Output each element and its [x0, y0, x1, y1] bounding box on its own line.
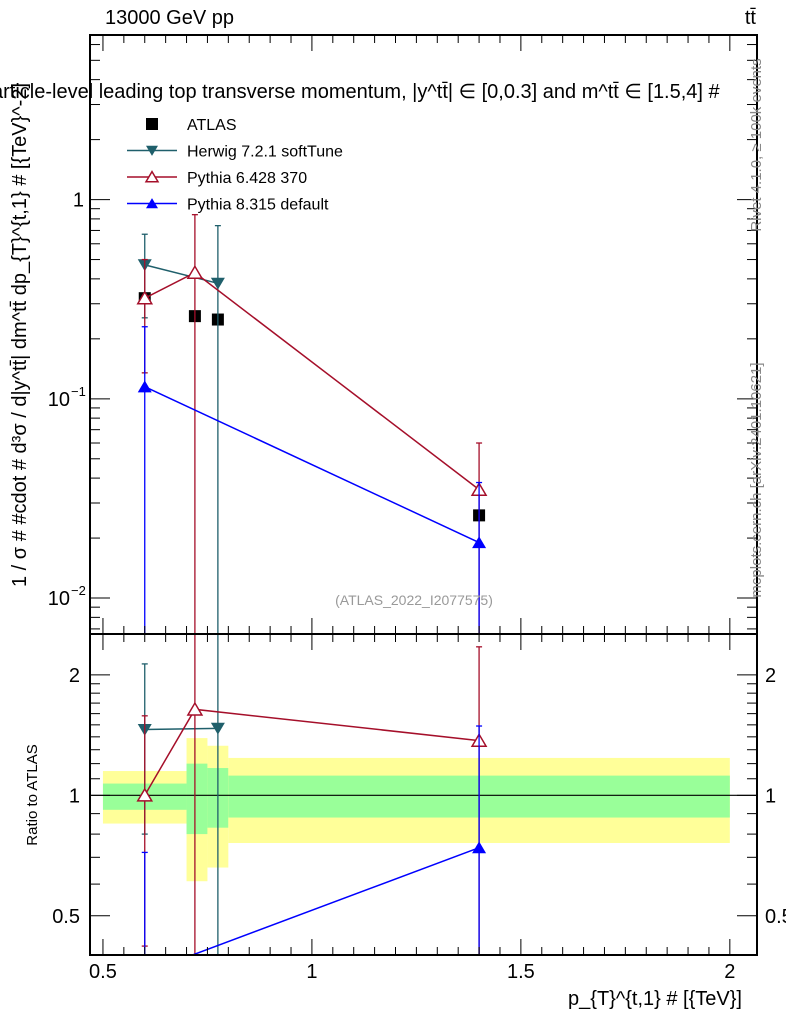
legend-label-atlas: ATLAS — [187, 117, 237, 134]
ratio-line-herwig — [144, 727, 218, 731]
legend-marker-pythia8 — [146, 198, 158, 209]
ratio-point-pythia6 — [186, 701, 204, 716]
ratio-point-herwig — [210, 722, 225, 735]
mcplots-label: mcplots.cern.ch [arXiv:2401.10621] — [748, 362, 765, 597]
x-axis-label: p_{T}^{t,1} # [{TeV}] — [568, 988, 742, 1010]
x-tick-label: 1 — [306, 961, 317, 983]
ratio-y-tick-label-right: 1 — [765, 785, 776, 807]
ratio-y-tick-label: 1 — [69, 785, 80, 807]
y-tick-exponent: −1 — [71, 384, 86, 399]
ratio-point-pythia8 — [472, 841, 487, 854]
y-tick-label: 1 — [73, 190, 84, 212]
x-tick-label: 0.5 — [89, 961, 117, 983]
x-tick-label: 2 — [724, 961, 735, 983]
uncertainty-band-green — [186, 763, 208, 835]
ratio-y-tick-label: 2 — [69, 665, 80, 687]
legend-label-herwig: Herwig 7.2.1 softTune — [187, 144, 343, 161]
ratio-y-tick-label-right: 2 — [765, 665, 776, 687]
process-label: tt̄ — [745, 7, 757, 29]
legend: ATLAS Herwig 7.2.1 softTune Pythia 6.428 3… — [127, 117, 343, 214]
main-point-herwig — [210, 277, 225, 290]
y-tick-label: 10 — [48, 588, 70, 610]
ratio-line-pythia8 — [190, 846, 480, 955]
plot-title: article-level leading top transverse mom… — [0, 81, 721, 103]
ratio-frame — [89, 633, 758, 956]
main-point-pythia8 — [137, 380, 152, 393]
ratio-y-tick-label: 0.5 — [52, 906, 80, 928]
main-point-pythia8 — [472, 536, 487, 549]
y-axis-label: 1 / σ # #cdot # d³σ / d|y^tt̄| dm^tt̄ dp… — [9, 83, 31, 587]
main-line-herwig — [144, 264, 219, 285]
energy-label: 13000 GeV pp — [105, 7, 234, 29]
y-tick-exponent: −2 — [71, 583, 86, 598]
y-tick-label: 10 — [48, 389, 70, 411]
legend-marker-herwig — [146, 145, 158, 156]
ratio-y-axis-label: Ratio to ATLAS — [24, 744, 41, 845]
legend-marker-atlas — [146, 118, 158, 130]
ratio-point-pythia6 — [136, 787, 154, 802]
analysis-watermark: (ATLAS_2022_I2077575) — [335, 592, 493, 608]
rivet-label: Rivet 4.1.0, ≥ 100k events — [748, 58, 765, 231]
main-point-pythia6 — [186, 264, 204, 279]
main-line-pythia8 — [144, 386, 480, 544]
ratio-point-pythia8 — [138, 967, 152, 979]
legend-label-pythia6: Pythia 6.428 370 — [187, 170, 307, 187]
x-tick-label: 1.5 — [507, 961, 535, 983]
main-point-pythia6 — [136, 290, 154, 305]
legend-marker-pythia6 — [144, 170, 160, 183]
legend-label-pythia8: Pythia 8.315 default — [187, 197, 329, 214]
ratio-y-tick-label-right: 0.5 — [765, 906, 786, 928]
